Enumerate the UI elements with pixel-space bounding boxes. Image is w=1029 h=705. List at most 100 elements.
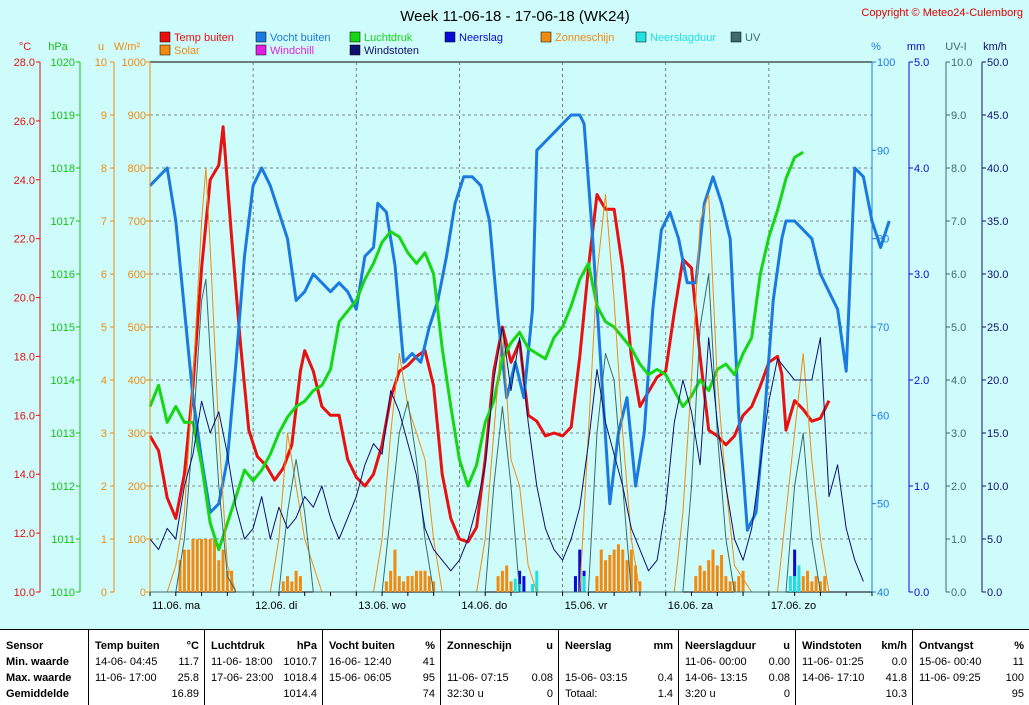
bar-zonneschijn	[406, 576, 410, 592]
legend-label: Solar	[174, 45, 200, 57]
bar-zonneschijn	[711, 549, 715, 592]
bar-zonneschijn	[423, 570, 427, 592]
tick-label: 1011	[51, 534, 75, 546]
line-series	[148, 113, 891, 593]
tick-label: 3.0	[914, 269, 929, 281]
bar-neerslag	[578, 549, 582, 592]
legend-label: UV	[745, 32, 761, 44]
bar-zonneschijn	[702, 570, 706, 592]
legend-label: Vocht buiten	[270, 32, 331, 44]
series-solar	[150, 167, 830, 593]
stats-time: 11-06- 09:25	[919, 672, 981, 684]
legend-swatch	[255, 44, 267, 56]
tick-label: 40	[877, 587, 889, 599]
axis-unit: km/h	[983, 41, 1007, 53]
bar-zonneschijn	[286, 576, 290, 592]
bar-zonneschijn	[195, 539, 199, 592]
tick-label: 45.0	[987, 110, 1008, 122]
stats-time: 14-06- 17:10	[802, 672, 865, 684]
stats-value: 0.0	[891, 656, 907, 668]
bar-zonneschijn	[200, 539, 204, 592]
tick-label: 4.0	[951, 375, 966, 387]
stats-value: 10.3	[885, 688, 907, 700]
stats-value: 1.4	[657, 688, 673, 700]
bar-neerslag	[518, 570, 522, 592]
bar-zonneschijn	[698, 565, 702, 592]
series-vocht-buiten	[148, 113, 891, 532]
bar-zonneschijn	[298, 576, 302, 592]
tick-label: 1.0	[914, 481, 929, 493]
tick-label: 18.0	[14, 351, 35, 363]
tick-label: 1000	[122, 57, 146, 69]
legend-swatch	[159, 44, 171, 56]
tick-label: 800	[128, 163, 146, 175]
bar-zonneschijn	[806, 570, 810, 592]
tick-label: 30.0	[987, 269, 1008, 281]
bar-zonneschijn	[608, 554, 612, 592]
tick-label: 4.0	[914, 163, 929, 175]
bar-neerslagduur	[535, 570, 539, 592]
tick-label: 0.0	[914, 587, 929, 599]
bar-zonneschijn	[720, 554, 724, 592]
x-tick-label: 16.06. za	[668, 600, 714, 612]
tick-label: 0	[140, 587, 146, 599]
bar-neerslagduur	[513, 578, 517, 592]
bar-neerslag	[793, 549, 797, 592]
tick-label: 28.0	[14, 57, 35, 69]
bar-zonneschijn	[204, 539, 208, 592]
bar-neerslag	[573, 576, 577, 592]
stats-value: 16.89	[171, 688, 199, 700]
stats-column: Neerslagduur u 11-06- 00:00 0.00 14-06- 13:1…	[678, 630, 796, 705]
bar-zonneschijn	[604, 560, 608, 592]
tick-label: 12.0	[14, 528, 35, 540]
stats-value: 0	[546, 688, 553, 700]
tick-label: 700	[128, 216, 146, 228]
stats-column: Windstoten km/h 11-06- 01:25 0.0 14-06- 17:1…	[795, 630, 913, 705]
bar-zonneschijn	[217, 560, 221, 592]
tick-label: 500	[128, 322, 146, 334]
bar-zonneschijn	[724, 576, 728, 592]
stats-column: Zonneschijn u 11-06- 07:15 0.08 32:30 u 0	[440, 630, 559, 705]
stats-time: 15-06- 03:15	[565, 672, 628, 684]
tick-label: 10.0	[987, 481, 1008, 493]
tick-label: 90	[877, 145, 889, 157]
tick-label: 7	[101, 216, 107, 228]
tick-label: 50	[877, 499, 889, 511]
stats-value: 0	[783, 688, 790, 700]
bar-neerslagduur	[797, 565, 801, 592]
bar-zonneschijn	[500, 570, 504, 592]
axis-unit: UV-I	[945, 41, 966, 53]
bar-neerslagduur	[582, 576, 586, 592]
bar-zonneschijn	[818, 581, 822, 592]
bar-zonneschijn	[191, 539, 195, 592]
axes: °C28.026.024.022.020.018.016.014.012.010…	[14, 41, 1009, 612]
tick-label: 5.0	[951, 322, 966, 334]
tick-label: 0	[101, 587, 107, 599]
stats-time: 11-06- 01:25	[802, 656, 864, 668]
tick-label: 60	[877, 410, 889, 422]
bar-zonneschijn	[419, 570, 423, 592]
stats-unit: km/h	[881, 640, 907, 652]
bar-zonneschijn	[496, 576, 500, 592]
left-axis-1: hPa 1020 1019 1018 1017 1016 1015 1014 1013 1012 1…	[48, 41, 81, 599]
legend-label: Windstoten	[364, 45, 419, 57]
stats-header: Vocht buiten	[329, 640, 395, 652]
tick-label: 22.0	[14, 234, 35, 246]
stats-time: 32:30 u	[447, 688, 484, 700]
tick-label: 2.0	[914, 375, 929, 387]
stats-time: Totaal:	[565, 688, 598, 700]
tick-label: 1017	[51, 216, 75, 228]
bar-zonneschijn	[814, 576, 818, 592]
tick-label: 1020	[51, 57, 75, 69]
bar-zonneschijn	[621, 549, 625, 592]
stats-column: Luchtdruk hPa 11-06- 18:00 1010.7 17-06- 23:…	[204, 630, 323, 705]
tick-label: 50.0	[987, 57, 1008, 69]
legend-label: Neerslag	[459, 32, 503, 44]
bar-zonneschijn	[707, 560, 711, 592]
legend-label: Windchill	[270, 45, 314, 57]
stats-value: 95	[1011, 688, 1024, 700]
stats-time: 17-06- 23:00	[211, 672, 274, 684]
x-tick-label: 15.06. vr	[565, 600, 608, 612]
copyright-text: Copyright © Meteo24-Culemborg	[861, 7, 1023, 19]
tick-label: 400	[128, 375, 146, 387]
